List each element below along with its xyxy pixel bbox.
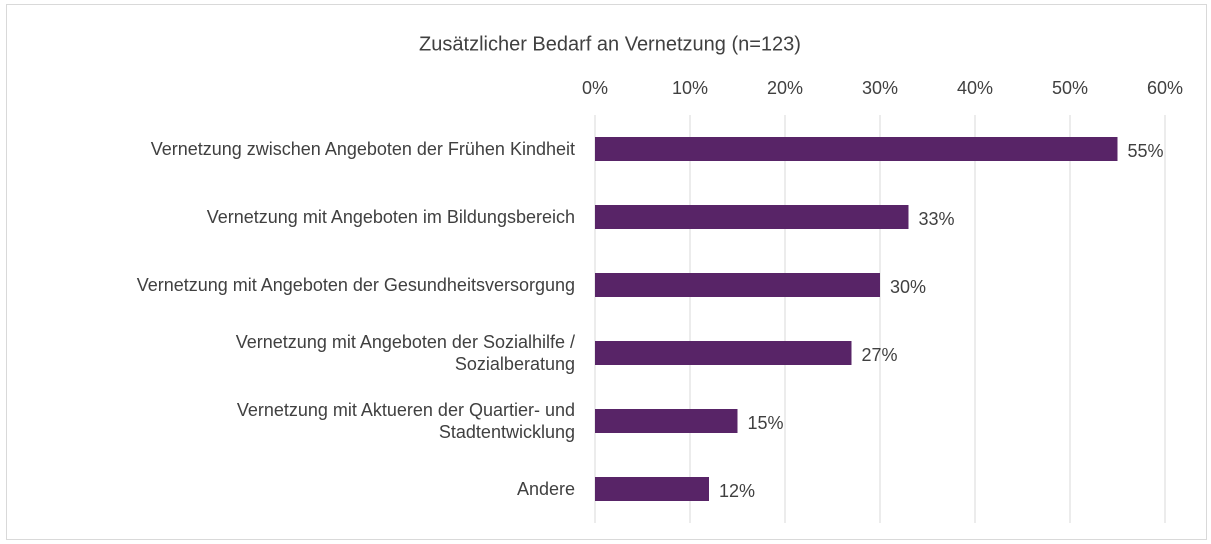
chart-frame <box>6 4 1207 540</box>
bar <box>595 205 909 229</box>
category-label: Vernetzung mit Angeboten der Gesundheits… <box>136 275 575 295</box>
data-label: 33% <box>919 209 955 229</box>
data-label: 30% <box>890 277 926 297</box>
x-tick-label: 50% <box>1052 78 1088 98</box>
data-label: 55% <box>1128 141 1164 161</box>
x-tick-label: 20% <box>767 78 803 98</box>
bar <box>595 477 709 501</box>
x-tick-label: 40% <box>957 78 993 98</box>
data-label: 12% <box>719 481 755 501</box>
x-tick-label: 0% <box>582 78 608 98</box>
data-label: 27% <box>862 345 898 365</box>
chart-title: Zusätzlicher Bedarf an Vernetzung (n=123… <box>419 33 801 55</box>
category-label: Vernetzung mit Angeboten im Bildungsbere… <box>206 207 575 227</box>
x-tick-label: 60% <box>1147 78 1183 98</box>
category-label: Vernetzung mit Angeboten der Sozialhilfe… <box>235 332 575 374</box>
bar <box>595 409 738 433</box>
bar <box>595 273 880 297</box>
category-label: Vernetzung mit Aktueren der Quartier- un… <box>236 400 575 442</box>
x-tick-label: 10% <box>672 78 708 98</box>
category-label: Vernetzung zwischen Angeboten der Frühen… <box>150 139 575 159</box>
data-label: 15% <box>748 413 784 433</box>
bar <box>595 137 1118 161</box>
category-label: Andere <box>516 479 575 499</box>
bar <box>595 341 852 365</box>
x-tick-label: 30% <box>862 78 898 98</box>
